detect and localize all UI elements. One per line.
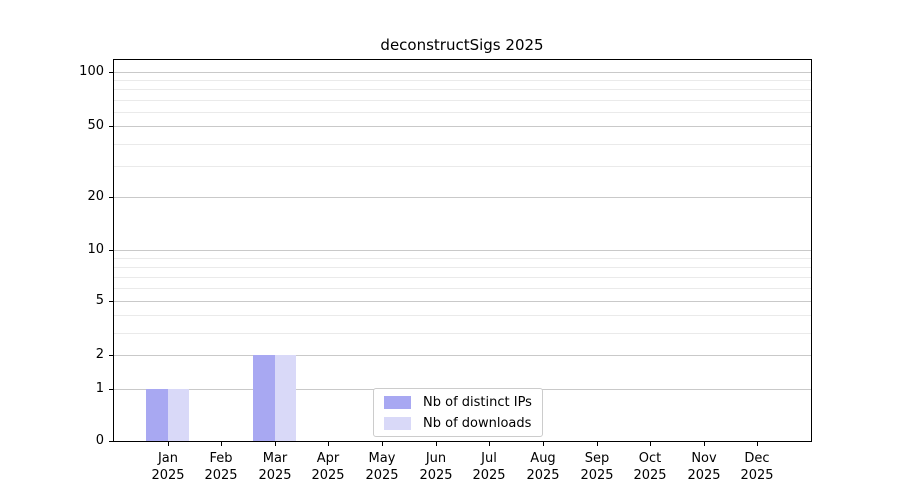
y-gridline (114, 250, 811, 251)
x-tick-month: Dec (744, 451, 770, 466)
y-tick-mark (109, 250, 113, 251)
y-tick-label: 2 (95, 347, 104, 362)
x-tick-label-mar: Mar 2025 (247, 450, 303, 484)
y-tick-label: 100 (79, 64, 104, 79)
legend-label-downloads: Nb of downloads (423, 415, 532, 431)
x-tick-label-jun: Jun 2025 (408, 450, 464, 484)
x-tick-year: 2025 (258, 468, 292, 483)
y-tick-mark (109, 197, 113, 198)
y-tick-label: 10 (87, 242, 104, 257)
plot-area (113, 59, 812, 442)
y-tick-mark (109, 72, 113, 73)
x-tick-year: 2025 (419, 468, 453, 483)
x-tick-mark (489, 442, 490, 446)
x-tick-month: Sep (584, 451, 610, 466)
x-tick-label-may: May 2025 (354, 450, 410, 484)
legend: Nb of distinct IPs Nb of downloads (373, 388, 543, 437)
legend-swatch-distinct-ips (384, 395, 411, 409)
x-tick-year: 2025 (151, 468, 185, 483)
x-tick-year: 2025 (526, 468, 560, 483)
y-minor-gridline (114, 288, 811, 289)
y-gridline (114, 355, 811, 356)
x-tick-year: 2025 (365, 468, 399, 483)
y-tick-mark (109, 355, 113, 356)
x-tick-month: Jan (157, 451, 179, 466)
x-tick-year: 2025 (633, 468, 667, 483)
x-tick-year: 2025 (204, 468, 238, 483)
y-tick-mark (109, 126, 113, 127)
y-gridline (114, 126, 811, 127)
x-tick-label-dec: Dec 2025 (729, 450, 785, 484)
x-tick-label-apr: Apr 2025 (300, 450, 356, 484)
y-minor-gridline (114, 89, 811, 91)
legend-entry-downloads: Nb of downloads (384, 413, 542, 433)
y-tick-label: 20 (87, 189, 104, 204)
x-tick-mark (328, 442, 329, 446)
x-tick-mark (597, 442, 598, 446)
bar-nb-of-distinct-ips-mar (253, 355, 275, 441)
y-tick-label: 1 (95, 381, 104, 396)
x-tick-label-aug: Aug 2025 (515, 450, 571, 484)
x-tick-mark (650, 442, 651, 446)
x-tick-mark (382, 442, 383, 446)
y-minor-gridline (114, 315, 811, 317)
x-tick-mark (168, 442, 169, 446)
y-tick-label: 0 (95, 433, 104, 448)
y-minor-gridline (114, 332, 811, 334)
y-minor-gridline (114, 143, 811, 145)
y-minor-gridline (114, 266, 811, 268)
x-tick-year: 2025 (311, 468, 345, 483)
bar-nb-of-downloads-jan (167, 389, 190, 441)
y-minor-gridline (114, 165, 811, 167)
x-tick-mark (757, 442, 758, 446)
x-tick-month: May (368, 451, 396, 466)
x-tick-month: Feb (209, 451, 233, 466)
x-tick-label-oct: Oct 2025 (622, 450, 678, 484)
bar-nb-of-distinct-ips-jan (146, 389, 168, 441)
y-minor-gridline (114, 258, 811, 259)
y-minor-gridline (114, 79, 811, 81)
y-tick-mark (109, 441, 113, 442)
x-tick-month: Aug (530, 451, 556, 466)
y-minor-gridline (114, 276, 811, 278)
y-tick-label: 50 (87, 118, 104, 133)
x-tick-month: Nov (691, 451, 717, 466)
y-tick-label: 5 (95, 293, 104, 308)
x-tick-label-nov: Nov 2025 (676, 450, 732, 484)
x-tick-year: 2025 (687, 468, 721, 483)
x-tick-year: 2025 (740, 468, 774, 483)
legend-entry-distinct-ips: Nb of distinct IPs (384, 392, 542, 412)
x-tick-month: Oct (638, 451, 662, 466)
y-minor-gridline (114, 99, 811, 101)
x-tick-month: Apr (316, 451, 340, 466)
bar-nb-of-downloads-mar (274, 355, 297, 441)
x-tick-month: Jul (481, 451, 497, 466)
x-tick-mark (221, 442, 222, 446)
x-tick-mark (436, 442, 437, 446)
legend-swatch-downloads (384, 416, 411, 430)
y-minor-gridline (114, 111, 811, 113)
x-tick-year: 2025 (580, 468, 614, 483)
y-tick-mark (109, 389, 113, 390)
x-tick-label-sep: Sep 2025 (569, 450, 625, 484)
x-tick-label-feb: Feb 2025 (193, 450, 249, 484)
y-tick-mark (109, 301, 113, 302)
legend-label-distinct-ips: Nb of distinct IPs (423, 394, 532, 410)
y-gridline (114, 301, 811, 302)
x-tick-mark (275, 442, 276, 446)
y-gridline (114, 71, 811, 73)
x-tick-year: 2025 (472, 468, 506, 483)
chart-title: deconstructSigs 2025 (380, 36, 544, 54)
x-tick-label-jul: Jul 2025 (461, 450, 517, 484)
x-tick-mark (704, 442, 705, 446)
x-tick-month: Jun (425, 451, 447, 466)
x-tick-label-jan: Jan 2025 (140, 450, 196, 484)
y-gridline (114, 197, 811, 198)
x-tick-mark (543, 442, 544, 446)
x-tick-month: Mar (262, 451, 288, 466)
